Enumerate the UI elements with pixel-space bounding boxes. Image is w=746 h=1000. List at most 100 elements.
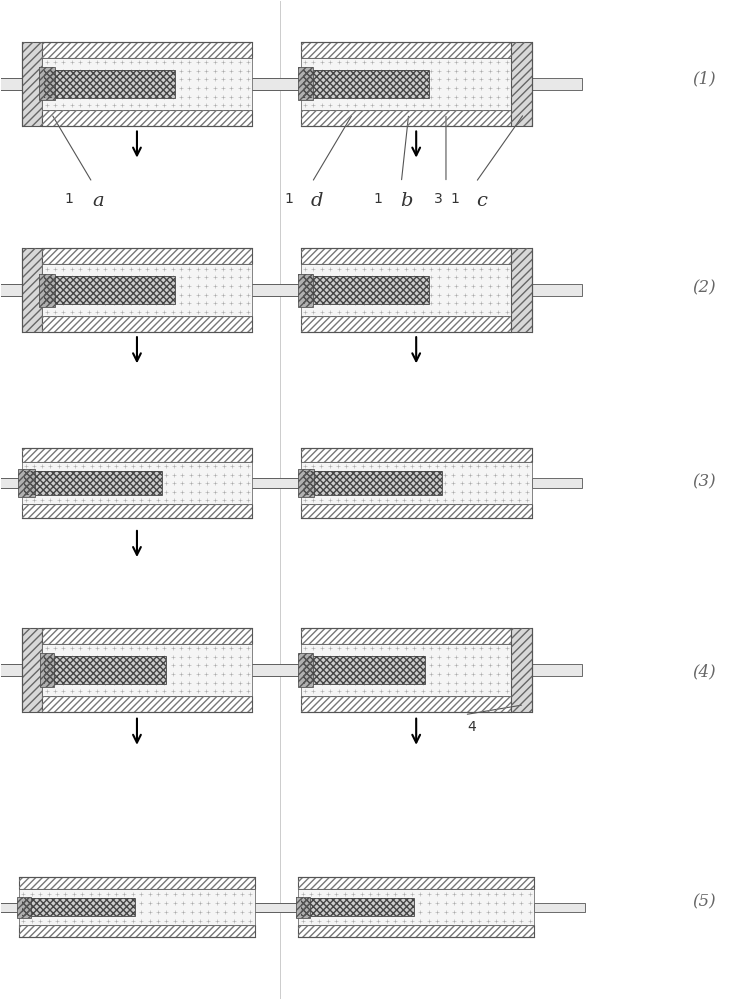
Bar — [250, 284, 301, 296]
Bar — [22, 248, 43, 332]
Bar — [19, 877, 254, 889]
Bar — [22, 628, 43, 712]
Bar — [17, 897, 31, 918]
Bar — [43, 110, 252, 126]
Bar — [248, 903, 298, 912]
Bar — [43, 644, 252, 696]
Bar — [298, 67, 313, 100]
Bar — [43, 248, 252, 264]
Bar — [19, 469, 35, 497]
Bar — [301, 248, 511, 264]
Bar — [301, 696, 511, 712]
Bar — [301, 696, 511, 712]
Bar — [301, 248, 511, 264]
Bar — [303, 70, 429, 98]
Bar — [298, 653, 313, 687]
Bar — [301, 504, 532, 518]
Text: a: a — [93, 192, 104, 210]
Bar — [22, 504, 252, 518]
Bar — [24, 471, 163, 495]
Bar — [301, 628, 511, 644]
Bar — [301, 644, 511, 696]
Bar — [301, 316, 511, 332]
Bar — [511, 42, 532, 126]
Bar — [40, 274, 55, 307]
Bar — [254, 903, 305, 912]
Bar — [301, 316, 511, 332]
Bar — [43, 110, 252, 126]
Bar — [22, 898, 134, 916]
Bar — [301, 110, 511, 126]
Bar — [43, 696, 252, 712]
Bar — [40, 274, 55, 307]
Bar — [303, 276, 429, 304]
Bar — [45, 70, 175, 98]
Bar — [250, 478, 301, 488]
Bar — [250, 478, 301, 488]
Text: (5): (5) — [692, 893, 716, 910]
Bar — [298, 877, 534, 889]
Bar — [252, 478, 303, 488]
Bar — [43, 696, 252, 712]
Bar — [45, 70, 175, 98]
Bar — [301, 898, 414, 916]
Bar — [532, 478, 582, 488]
Bar — [45, 656, 166, 684]
Text: (2): (2) — [692, 280, 716, 297]
Bar — [40, 653, 54, 687]
Bar — [296, 897, 310, 918]
Bar — [250, 284, 301, 296]
Bar — [250, 664, 301, 676]
Bar — [303, 471, 442, 495]
Bar — [22, 504, 252, 518]
Bar — [43, 42, 252, 58]
Bar — [301, 264, 511, 316]
Bar — [301, 58, 511, 110]
Bar — [301, 462, 532, 504]
Bar — [511, 664, 582, 676]
Bar — [43, 248, 252, 264]
Bar — [0, 903, 19, 912]
Bar — [22, 898, 134, 916]
Bar — [303, 70, 429, 98]
Bar — [298, 889, 534, 925]
Bar — [22, 462, 252, 504]
Bar — [250, 78, 301, 90]
Bar — [43, 628, 252, 644]
Bar — [534, 903, 585, 912]
Bar — [298, 469, 314, 497]
Bar — [298, 67, 313, 100]
Bar — [511, 248, 532, 332]
Bar — [252, 78, 303, 90]
Text: 1: 1 — [374, 192, 383, 206]
Bar — [511, 628, 532, 712]
Bar — [298, 877, 534, 889]
Bar — [17, 897, 31, 918]
Bar — [301, 448, 532, 462]
Bar — [303, 656, 424, 684]
Bar — [301, 628, 511, 644]
Bar — [0, 78, 22, 90]
Bar — [40, 67, 55, 100]
Bar — [301, 42, 511, 58]
Bar — [511, 42, 532, 126]
Text: (3): (3) — [692, 474, 716, 491]
Bar — [301, 110, 511, 126]
Text: 1: 1 — [451, 192, 460, 206]
Text: (1): (1) — [692, 70, 716, 87]
Bar — [248, 903, 298, 912]
Bar — [22, 248, 43, 332]
Bar — [252, 284, 303, 296]
Bar — [511, 628, 532, 712]
Text: b: b — [400, 192, 413, 210]
Bar — [45, 276, 175, 304]
Bar — [301, 898, 414, 916]
Bar — [298, 653, 313, 687]
Bar — [19, 469, 35, 497]
Bar — [296, 897, 310, 918]
Text: c: c — [476, 192, 486, 210]
Bar — [298, 469, 314, 497]
Text: d: d — [310, 192, 323, 210]
Bar — [24, 471, 163, 495]
Bar — [43, 316, 252, 332]
